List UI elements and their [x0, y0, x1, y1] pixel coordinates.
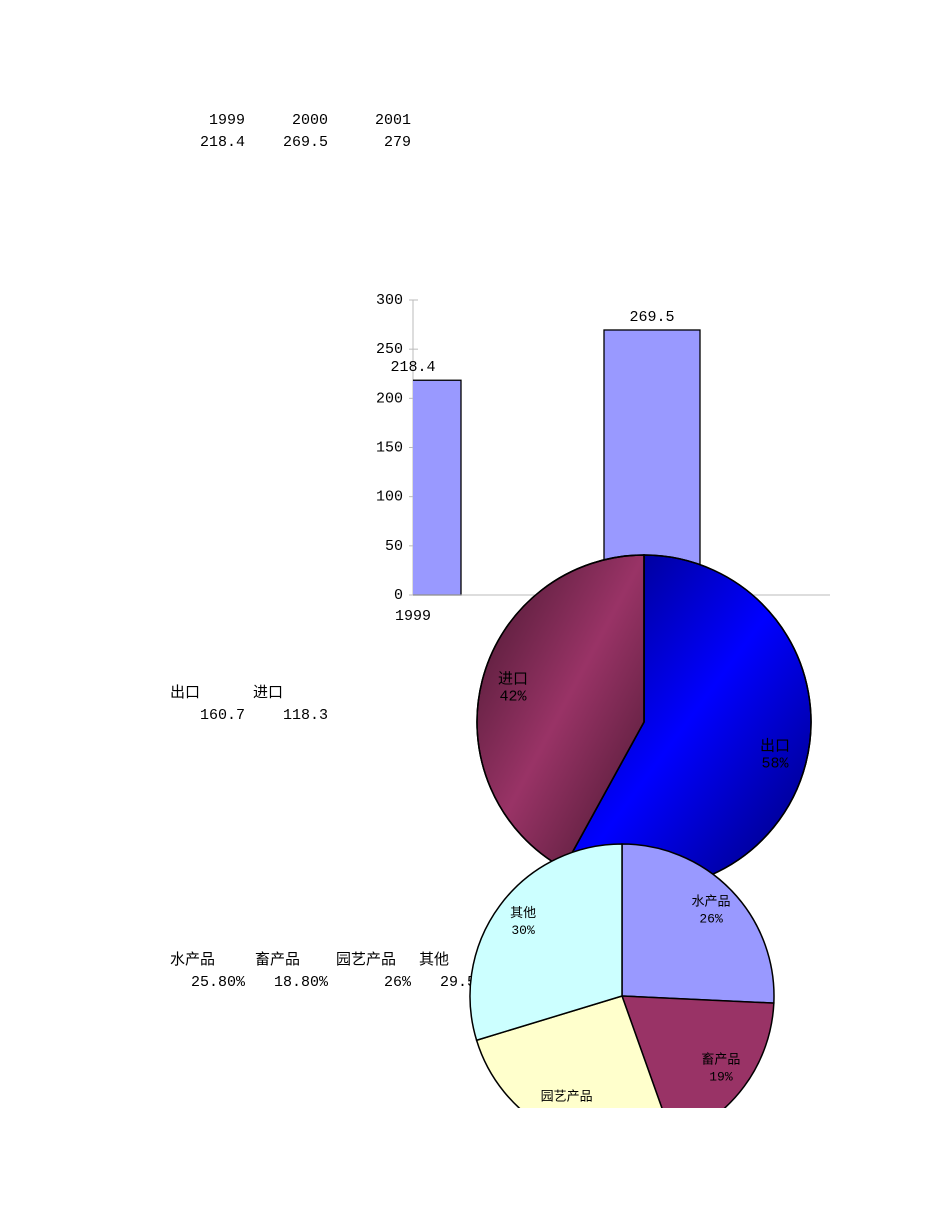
data-label: 218.4: [390, 359, 435, 376]
slice-value-label: 26%: [555, 1106, 579, 1121]
slice-shade: [476, 554, 645, 870]
table-header: 2001: [375, 112, 411, 129]
y-tick-label: 250: [376, 341, 403, 358]
x-tick-label: 1999: [395, 608, 431, 625]
bar: [603, 329, 701, 596]
slice-value-label: 30%: [511, 923, 535, 938]
bar: [843, 321, 939, 595]
table-header: 进口: [253, 684, 283, 702]
table-header: 1999: [209, 112, 245, 129]
x-tick-label: 2001: [873, 608, 909, 625]
table-header: 2000: [292, 112, 328, 129]
y-tick-label: 50: [385, 538, 403, 555]
table-cell: 279: [384, 134, 411, 151]
y-tick-label: 300: [376, 292, 403, 309]
y-tick-label: 150: [376, 439, 403, 456]
y-tick-label: 0: [394, 587, 403, 604]
data-label: 269.5: [629, 309, 674, 326]
slice-label: 畜产品: [701, 1052, 740, 1068]
slice-value-label: 19%: [709, 1070, 733, 1085]
table-cell: 18.80%: [274, 974, 329, 991]
slice-label: 水产品: [692, 894, 731, 909]
data-label: 279: [877, 300, 904, 317]
bar: [413, 379, 462, 596]
slice-value-label: 26%: [699, 911, 723, 926]
pie-slice: [620, 995, 775, 1108]
plot: 279 2001: [413, 300, 939, 625]
table-cell: 160.7: [200, 707, 245, 724]
slice-label: 出口: [760, 738, 790, 756]
slice-label: 园艺产品: [541, 1089, 593, 1104]
table-cell: 218.4: [200, 134, 245, 151]
table-header: 畜产品: [255, 951, 300, 969]
table-cell: 26%: [384, 974, 412, 991]
slice-label: 进口: [498, 670, 528, 688]
y-tick-label: 100: [376, 489, 403, 506]
pie-slice: [469, 843, 623, 1042]
table-cell: 269.5: [283, 134, 328, 151]
table-header: 其他: [419, 951, 449, 969]
slice-value-label: 58%: [762, 756, 790, 773]
table-cell: 25.80%: [191, 974, 246, 991]
table-header: 出口: [170, 684, 200, 702]
pie-slice: [475, 995, 663, 1108]
slice-label: 其他: [510, 906, 536, 921]
table-header: 水产品: [170, 951, 215, 969]
slice-value-label: 42%: [499, 688, 527, 705]
y-tick-label: 200: [376, 390, 403, 407]
pie-slice: [621, 843, 775, 1004]
table-header: 园艺产品: [336, 951, 396, 969]
table-cell: 118.3: [283, 707, 328, 724]
